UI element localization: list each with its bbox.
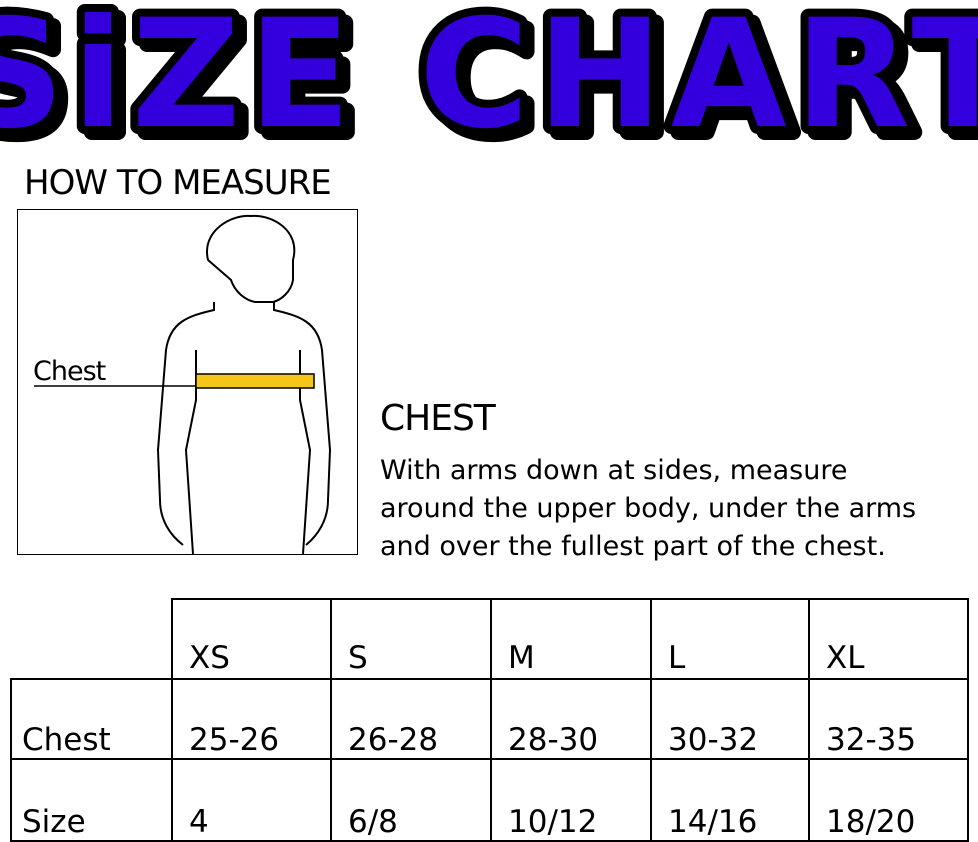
description-line: and over the fullest part of the chest. [380,531,886,562]
description-line: With arms down at sides, measure [380,455,848,486]
figure-chest-label: Chest [33,356,106,387]
blank-corner-cell [11,599,173,680]
how-to-measure-heading: HOW TO MEASURE [24,163,332,203]
title-text: SiZE CHART [0,0,978,162]
table-cell: 18/20 [808,758,969,842]
measuring-tape-icon [195,373,315,389]
description-line: around the upper body, under the arms [380,493,917,524]
table-cell: 28-30 [490,678,652,760]
table-cell: 32-35 [808,678,969,760]
chest-description: With arms down at sides, measure around … [380,452,916,566]
table-cell: 30-32 [650,678,810,760]
table-cell: 26-28 [330,678,492,760]
size-chart-title: SiZE CHART [0,0,978,170]
column-header-xl: XL [808,598,969,680]
column-header-l: L [650,598,810,680]
chest-heading: CHEST [380,398,496,439]
column-header-m: M [490,598,652,680]
table-cell: 6/8 [330,758,492,842]
row-label: Size [10,758,173,842]
table-cell: 4 [171,758,332,842]
column-header-s: S [330,598,492,680]
table-header-row: XS S M L XL [11,598,969,680]
body-outline-icon [34,214,332,554]
column-header-xs: XS [171,598,332,680]
table-cell: 10/12 [490,758,652,842]
table-cell: 14/16 [650,758,810,842]
table-row: Chest 25-26 26-28 28-30 30-32 32-35 [10,678,969,760]
size-table: XS S M L XL Chest 25-26 26-28 28-30 30-3… [10,598,969,842]
table-row: Size 4 6/8 10/12 14/16 18/20 [10,758,969,842]
table-cell: 25-26 [171,678,332,760]
measure-figure: Chest [17,209,358,555]
row-label: Chest [10,678,173,760]
